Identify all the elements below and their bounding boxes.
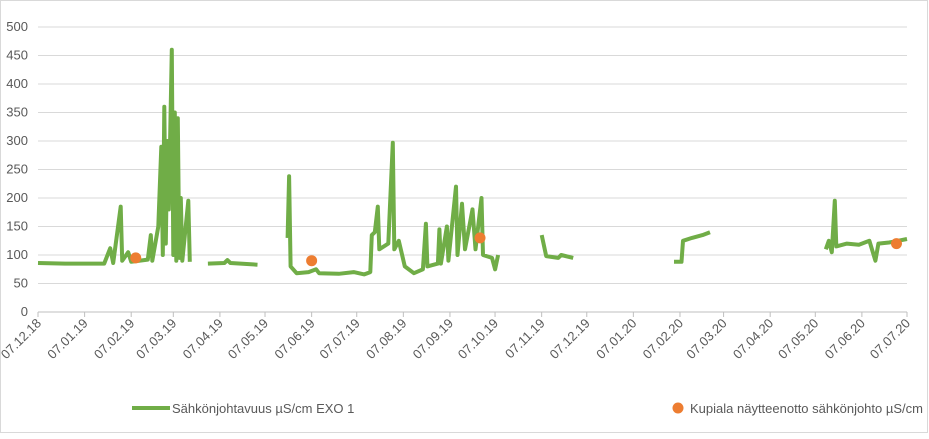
legend-swatch (672, 402, 684, 414)
legend-label: Sähkönjohtavuus µS/cm EXO 1 (172, 401, 354, 416)
y-tick-label: 100 (6, 247, 28, 262)
legend-label: Kupiala näytteenotto sähkönjohto µS/cm (690, 401, 923, 416)
y-tick-label: 350 (6, 105, 28, 120)
data-point (306, 255, 318, 267)
data-line (37, 47, 908, 277)
y-tick-label: 0 (21, 304, 28, 319)
data-point (474, 232, 486, 244)
data-point (890, 238, 902, 250)
y-tick-label: 150 (6, 219, 28, 234)
y-tick-label: 400 (6, 76, 28, 91)
y-tick-label: 500 (6, 19, 28, 34)
y-tick-label: 300 (6, 133, 28, 148)
y-tick-label: 200 (6, 190, 28, 205)
data-point (130, 252, 142, 264)
y-tick-label: 450 (6, 48, 28, 63)
y-tick-label: 50 (14, 276, 28, 291)
y-tick-label: 250 (6, 162, 28, 177)
